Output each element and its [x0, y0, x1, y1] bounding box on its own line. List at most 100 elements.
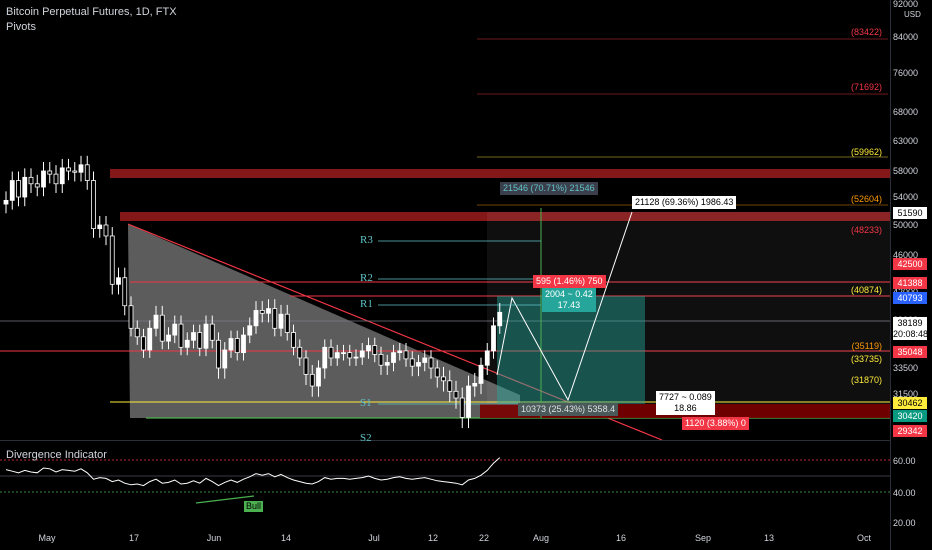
- stop-note-box[interactable]: 10373 (25.43%) 5358.4: [518, 403, 619, 416]
- candle-body: [203, 323, 209, 349]
- candle-body: [41, 170, 46, 188]
- candle-body: [66, 167, 71, 172]
- price-tag: 35048: [893, 346, 927, 358]
- candle-body: [97, 224, 103, 230]
- price-tag: 41388: [893, 277, 927, 289]
- price-tag: 42500: [893, 258, 927, 270]
- time-tick: Oct: [856, 533, 872, 543]
- candle-body: [403, 350, 409, 360]
- candle-body: [372, 345, 378, 355]
- bull-label[interactable]: Bull: [244, 501, 264, 512]
- price-axis[interactable]: [890, 0, 932, 550]
- candle-body: [197, 332, 203, 349]
- bull-divergence-line: [195, 495, 255, 504]
- risk-box[interactable]: 595 (1.46%) 750: [533, 275, 606, 288]
- candle-body: [78, 164, 84, 173]
- candle-body: [316, 367, 321, 387]
- time-tick: 17: [128, 533, 140, 543]
- currency-label: USD: [904, 10, 921, 19]
- candle-body: [84, 164, 90, 181]
- time-tick: 12: [427, 533, 439, 543]
- candle-body: [103, 224, 109, 237]
- candle-body: [159, 314, 165, 342]
- pivot-value: (33735): [850, 354, 882, 364]
- candle-body: [191, 332, 196, 341]
- pivots-indicator-label[interactable]: Pivots: [6, 21, 36, 33]
- measure-top-box[interactable]: 21546 (70.71%) 21546: [500, 182, 598, 195]
- pivot-value: (52604): [850, 194, 882, 204]
- pivot-label: S1: [360, 397, 372, 409]
- candle-body: [309, 373, 315, 387]
- candle-body: [128, 305, 134, 329]
- ratio-box[interactable]: 7727 ~ 0.089 18.86: [656, 391, 715, 415]
- candle-body: [484, 350, 490, 366]
- candle-body: [122, 277, 128, 307]
- divergence-indicator-title[interactable]: Divergence Indicator: [6, 449, 107, 461]
- projection-box[interactable]: 21128 (69.36%) 1986.43: [632, 196, 737, 209]
- candle-body: [266, 308, 271, 314]
- candle-body: [391, 352, 396, 363]
- candle-body: [147, 327, 153, 351]
- time-tick: 22: [478, 533, 490, 543]
- candles-layer: [3, 155, 503, 429]
- indicator-tick: 20.00: [893, 518, 916, 528]
- candle-body: [297, 346, 303, 359]
- time-tick: Jul: [368, 533, 380, 543]
- time-tick: 16: [615, 533, 627, 543]
- candle-body: [216, 339, 221, 369]
- price-tick: 50000: [893, 220, 919, 230]
- candle-body: [178, 323, 184, 348]
- time-tick: Aug: [532, 533, 550, 543]
- price-tick: 46000: [893, 250, 919, 260]
- pivot-value: (83422): [850, 27, 882, 37]
- oscillator-line: [5, 457, 501, 487]
- candle-body: [497, 311, 503, 327]
- candle-body: [478, 364, 484, 384]
- stop-box[interactable]: 1120 (3.88%) 0: [682, 417, 749, 430]
- candle-body: [116, 277, 121, 285]
- price-tag: 40793: [893, 292, 927, 304]
- pivot-label: S2: [360, 432, 372, 444]
- pivot-label: R2: [360, 272, 373, 284]
- candle-body: [434, 367, 440, 378]
- reward-box[interactable]: 2004 ~ 0.42 17.43: [542, 288, 596, 312]
- pivot-label: R3: [360, 234, 373, 246]
- candle-body: [384, 362, 390, 366]
- pivot-label: R1: [360, 298, 373, 310]
- candle-body: [109, 235, 115, 285]
- time-tick: May: [38, 533, 56, 543]
- pivot-value: (59962): [850, 147, 882, 157]
- candle-body: [397, 350, 403, 354]
- symbol-title[interactable]: Bitcoin Perpetual Futures, 1D, FTX: [6, 6, 177, 18]
- candle-body: [353, 356, 359, 359]
- candle-body: [47, 170, 53, 175]
- candle-body: [447, 380, 453, 392]
- pivot-value: (71692): [850, 82, 882, 92]
- candle-body: [72, 170, 78, 173]
- candle-body: [16, 180, 21, 198]
- candle-body: [322, 346, 328, 369]
- price-tag: 30420: [893, 410, 927, 422]
- reward-line-1: 2004 ~ 0.42: [545, 289, 593, 299]
- candle-body: [272, 308, 278, 329]
- ratio-line-1: 7727 ~ 0.089: [659, 392, 712, 402]
- time-tick: 13: [763, 533, 775, 543]
- candle-body: [409, 358, 415, 367]
- candle-body: [22, 176, 28, 198]
- candle-body: [241, 334, 246, 354]
- price-tick: 68000: [893, 107, 919, 117]
- price-tag: 29342: [893, 425, 927, 437]
- price-tag: 30462: [893, 397, 927, 409]
- candle-body: [278, 313, 284, 329]
- candle-body: [228, 338, 234, 351]
- time-tick: Jun: [206, 533, 222, 543]
- indicator-tick: 40.00: [893, 488, 916, 498]
- candle-body: [328, 346, 334, 359]
- candle-body: [378, 354, 384, 366]
- candle-body: [91, 180, 96, 230]
- pane-divider[interactable]: [0, 440, 890, 441]
- time-tick: 14: [280, 533, 292, 543]
- candle-body: [453, 390, 459, 399]
- price-tick: 63000: [893, 136, 919, 146]
